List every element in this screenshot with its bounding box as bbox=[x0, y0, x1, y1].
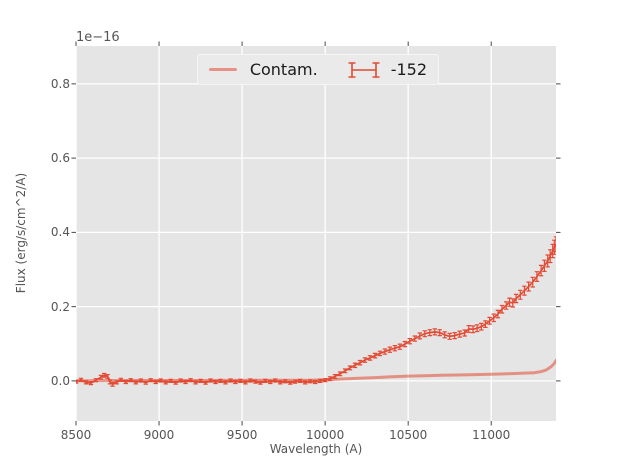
y-tick-label: 0.6 bbox=[50, 151, 70, 166]
y-tick-label: 0.4 bbox=[50, 225, 70, 240]
legend-label-152: -152 bbox=[390, 60, 427, 79]
x-tick-label: 9000 bbox=[143, 428, 175, 442]
plot-background bbox=[76, 46, 556, 421]
y-tick-label: 0.0 bbox=[50, 373, 70, 388]
legend-label-contam: Contam. bbox=[249, 60, 318, 79]
y-axis-label: Flux (erg/s/cm^2/A) bbox=[14, 172, 28, 294]
contam-line-sample-icon bbox=[209, 68, 237, 71]
x-tick-label: 9500 bbox=[226, 428, 258, 442]
legend: Contam. -152 bbox=[197, 54, 439, 85]
spectrum-line bbox=[76, 243, 556, 386]
x-tick-label: 11000 bbox=[472, 428, 511, 442]
x-tick-label: 10000 bbox=[306, 428, 345, 442]
x-axis-label: Wavelength (A) bbox=[269, 442, 363, 456]
tick-marks bbox=[71, 41, 561, 426]
errorbar-marker-icon bbox=[348, 61, 380, 78]
y-tick-label: 0.2 bbox=[50, 299, 70, 314]
y-axis-offset-text: 1e−16 bbox=[76, 30, 120, 45]
x-tick-label: 10500 bbox=[389, 428, 428, 442]
errorbar-caps bbox=[76, 236, 556, 387]
contam-line bbox=[76, 359, 556, 383]
x-tick-label: 8500 bbox=[60, 428, 92, 442]
series-group bbox=[76, 236, 556, 387]
y-tick-label: 0.8 bbox=[50, 76, 70, 91]
